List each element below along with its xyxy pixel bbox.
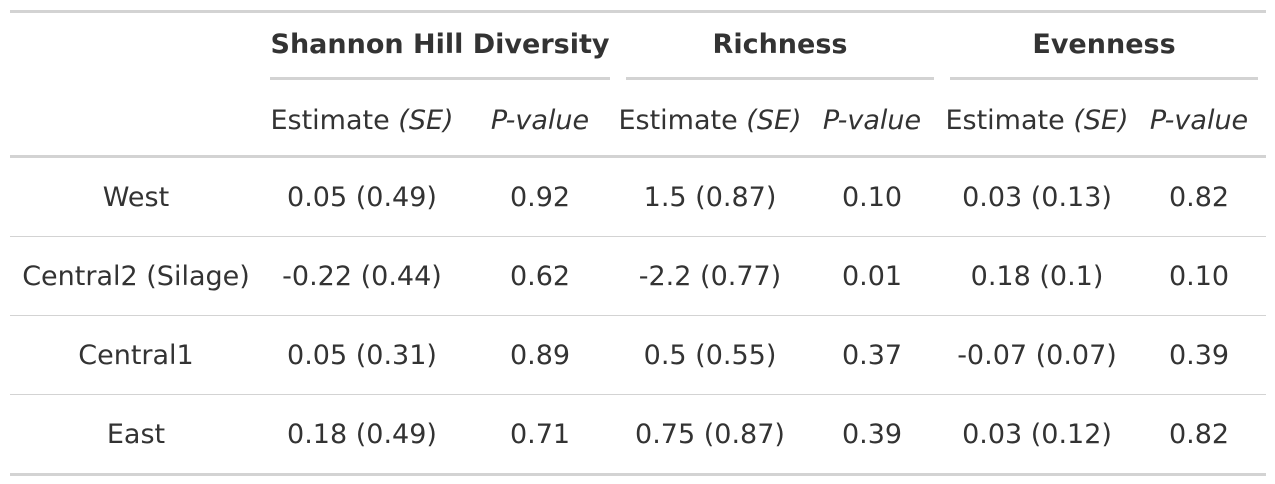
shannon-pvalue-cell: 0.92 [509, 181, 571, 213]
se-label: (SE) [1073, 104, 1129, 136]
shannon-estimate-cell: 0.18 (0.49) [262, 394, 462, 475]
row-label: Central1 [10, 315, 262, 395]
spanner-label: Richness [626, 19, 935, 80]
richness-pvalue-cell: 0.10 [841, 181, 903, 213]
spanner-shannon: Shannon Hill Diversity [262, 12, 618, 86]
column-header-pvalue: P-value [1132, 85, 1267, 158]
column-header-row: Estimate (SE) P-value Estimate (SE) P-va… [10, 85, 1267, 158]
table-body: West 0.05 (0.49) 0.92 1.5 (0.87) 0.10 0.… [10, 157, 1267, 475]
richness-estimate-cell: 1.5 (0.87) [643, 181, 777, 213]
spanner-evenness: Evenness [942, 12, 1266, 86]
column-header-estimate: Estimate (SE) [942, 85, 1133, 158]
se-label: (SE) [746, 104, 802, 136]
evenness-pvalue-cell: 0.39 [1132, 315, 1267, 395]
spanner-richness: Richness [618, 12, 942, 86]
richness-estimate-cell: 0.5 (0.55) [618, 315, 802, 395]
estimate-label: Estimate [945, 104, 1065, 136]
se-label: (SE) [398, 104, 454, 136]
richness-pvalue-cell: 0.39 [802, 394, 943, 475]
shannon-estimate-cell: -0.22 (0.44) [262, 236, 462, 316]
shannon-estimate-cell: 0.05 (0.49) [287, 181, 437, 213]
evenness-estimate-cell: 0.18 (0.1) [942, 236, 1133, 316]
stub-column-header [10, 85, 262, 158]
row-label: Central2 (Silage) [10, 236, 262, 316]
shannon-pvalue-cell: 0.62 [462, 236, 618, 316]
richness-estimate-cell: 0.75 (0.87) [618, 394, 802, 475]
evenness-pvalue-cell: 0.82 [1168, 181, 1230, 213]
richness-pvalue-cell: 0.37 [802, 315, 943, 395]
evenness-pvalue-cell: 0.82 [1132, 394, 1267, 475]
evenness-estimate-cell: -0.07 (0.07) [942, 315, 1133, 395]
table-row: West 0.05 (0.49) 0.92 1.5 (0.87) 0.10 0.… [10, 157, 1266, 237]
evenness-estimate-cell: 0.03 (0.13) [962, 181, 1112, 213]
column-header-estimate: Estimate (SE) [618, 85, 802, 158]
column-header-pvalue: P-value [462, 85, 618, 158]
shannon-pvalue-cell: 0.89 [462, 315, 618, 395]
row-label: East [10, 394, 262, 475]
estimate-label: Estimate [270, 104, 390, 136]
shannon-pvalue-cell: 0.71 [462, 394, 618, 475]
column-header-estimate: Estimate (SE) [262, 85, 462, 158]
table-row: East 0.18 (0.49) 0.71 0.75 (0.87) 0.39 0… [10, 394, 1267, 475]
table-row: Central2 (Silage) -0.22 (0.44) 0.62 -2.2… [10, 236, 1267, 316]
row-label: West [102, 181, 170, 213]
column-header-pvalue: P-value [802, 85, 943, 158]
richness-estimate-cell: -2.2 (0.77) [618, 236, 802, 316]
richness-pvalue-cell: 0.01 [802, 236, 943, 316]
table-row: Central1 0.05 (0.31) 0.89 0.5 (0.55) 0.3… [10, 315, 1267, 395]
stub-header [10, 12, 262, 86]
spanner-row: Shannon Hill Diversity Richness Evenness [10, 12, 1266, 86]
evenness-pvalue-cell: 0.10 [1132, 236, 1267, 316]
table-header: Shannon Hill Diversity Richness Evenness… [10, 12, 1267, 158]
results-table: Shannon Hill Diversity Richness Evenness… [10, 10, 1267, 476]
spanner-label: Evenness [950, 19, 1259, 80]
shannon-estimate-cell: 0.05 (0.31) [262, 315, 462, 395]
evenness-estimate-cell: 0.03 (0.12) [942, 394, 1133, 475]
spanner-label: Shannon Hill Diversity [270, 19, 610, 80]
estimate-label: Estimate [618, 104, 738, 136]
